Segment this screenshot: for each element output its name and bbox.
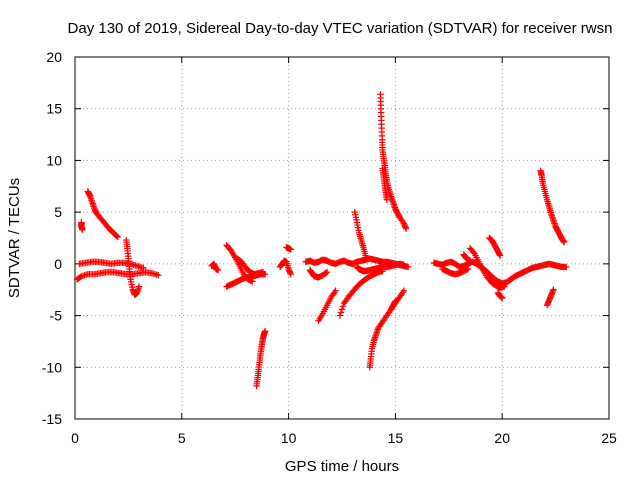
x-axis-title: GPS time / hours xyxy=(285,458,399,475)
y-tick-label: -15 xyxy=(42,411,62,427)
data-point-plus xyxy=(214,266,222,274)
data-point-plus xyxy=(259,268,267,276)
data-point-plus xyxy=(362,252,369,259)
x-tick-label: 0 xyxy=(71,430,79,446)
data-points xyxy=(73,91,570,390)
y-tick-label: -5 xyxy=(50,308,63,324)
data-point-plus xyxy=(114,233,121,241)
data-point-plus xyxy=(261,327,269,335)
data-point-plus xyxy=(496,252,504,259)
data-point-plus xyxy=(155,272,162,279)
y-tick-label: 10 xyxy=(46,152,62,168)
data-point-plus xyxy=(337,309,345,316)
x-tick-label: 20 xyxy=(494,430,510,446)
data-point-plus xyxy=(338,306,346,313)
plot-area-frame xyxy=(74,56,610,420)
x-axis-tick-labels: 0 5 10 15 20 25 xyxy=(71,430,617,446)
data-point-plus xyxy=(332,287,339,294)
x-tick-label: 25 xyxy=(601,430,617,446)
data-point-plus xyxy=(322,269,330,277)
data-point-plus xyxy=(287,271,294,278)
y-tick-label: 0 xyxy=(54,256,62,272)
data-point-plus xyxy=(466,257,474,264)
data-point-plus xyxy=(249,278,256,285)
data-point-plus xyxy=(464,265,472,273)
x-tick-label: 15 xyxy=(388,430,404,446)
data-point-plus xyxy=(113,232,120,240)
data-point-plus xyxy=(405,263,412,271)
chart-title: Day 130 of 2019, Sidereal Day-to-day VTE… xyxy=(68,20,613,37)
grid-lines xyxy=(75,57,609,419)
y-tick-label: 5 xyxy=(54,204,62,220)
data-point-plus xyxy=(287,246,294,253)
x-tick-label: 5 xyxy=(178,430,186,446)
data-point-plus xyxy=(135,283,143,290)
y-tick-label: -10 xyxy=(42,359,62,375)
data-point-plus xyxy=(470,249,477,256)
data-point-plus xyxy=(402,225,410,232)
data-point-plus xyxy=(339,303,347,310)
y-tick-label: 20 xyxy=(46,49,62,65)
data-point-plus xyxy=(400,261,408,269)
data-point-plus xyxy=(79,226,86,233)
data-point-plus xyxy=(336,312,344,319)
data-point-plus xyxy=(563,263,570,271)
data-point-plus xyxy=(550,286,557,293)
axis-ticks xyxy=(74,56,610,420)
data-point-plus xyxy=(560,238,568,246)
data-point-plus xyxy=(392,297,399,305)
data-point-plus xyxy=(501,283,508,290)
x-tick-label: 10 xyxy=(281,430,297,446)
y-axis-tick-labels: -15 -10 -5 0 5 10 15 20 xyxy=(42,49,62,427)
y-tick-label: 15 xyxy=(46,101,62,117)
data-point-plus xyxy=(499,294,506,302)
data-point-plus xyxy=(383,196,391,203)
data-point-plus xyxy=(323,268,331,276)
data-point-plus xyxy=(400,287,408,294)
y-axis-title: SDTVAR / TECUs xyxy=(6,178,23,298)
data-point-plus xyxy=(140,264,147,272)
